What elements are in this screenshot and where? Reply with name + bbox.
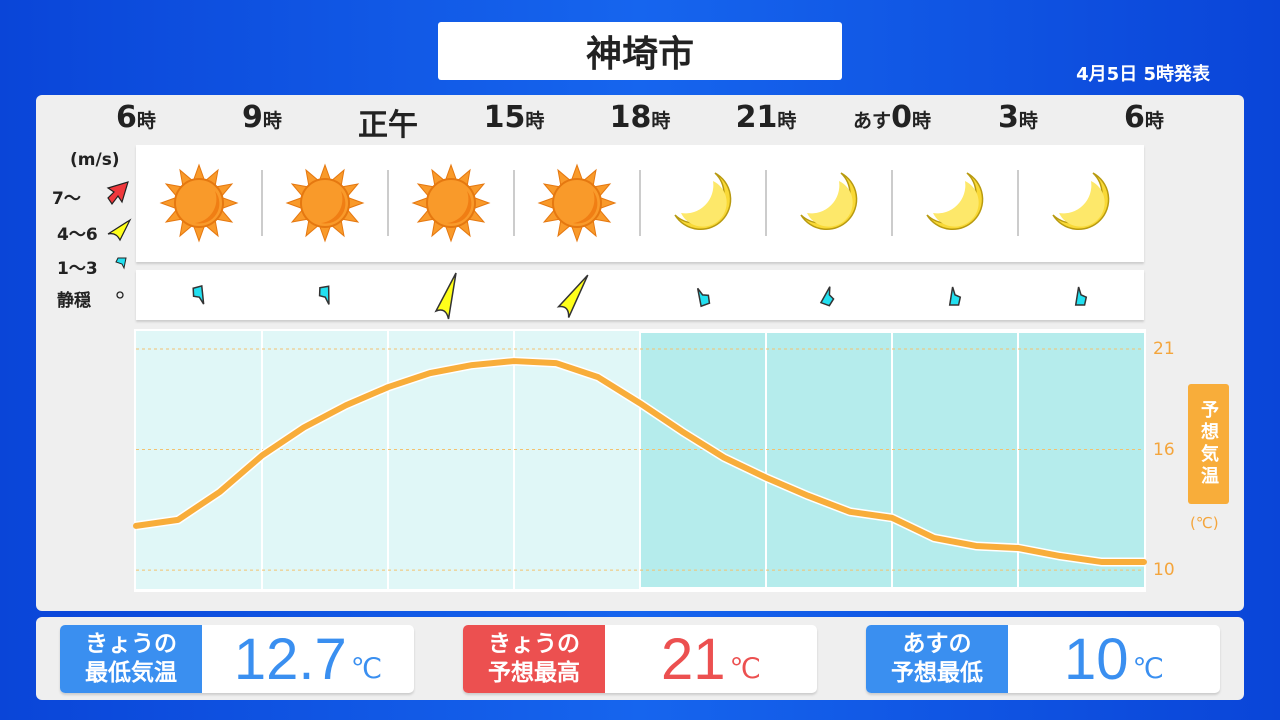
weather-divider <box>1017 170 1019 236</box>
time-suffix: 時 <box>1144 110 1164 132</box>
summary-label-line1: あすの <box>902 631 972 657</box>
time-label: 9時 <box>197 100 327 135</box>
summary-card: あすの 予想最低 10 ℃ <box>866 625 1220 693</box>
wind-arrow-icon <box>691 284 715 312</box>
summary-label-line1: きょうの <box>488 631 580 657</box>
time-label: 21時 <box>701 100 831 135</box>
legend-4-6: 4〜6 <box>57 225 98 245</box>
time-num: 18 <box>609 100 652 135</box>
time-suffix: 時 <box>911 110 931 132</box>
wind-arrow-icon <box>187 284 211 312</box>
legend-calm: 静穏 <box>57 291 91 311</box>
sun-icon <box>159 163 239 247</box>
time-suffix: 時 <box>777 110 797 132</box>
time-label: あす0時 <box>827 100 957 135</box>
light-wind-icon <box>115 257 127 270</box>
weather-divider <box>261 170 263 236</box>
summary-value: 10 <box>1064 626 1129 692</box>
summary-unit: ℃ <box>1132 652 1164 684</box>
summary-value: 12.7 <box>233 626 347 692</box>
time-num: 0 <box>891 100 912 135</box>
moon-icon <box>789 163 869 247</box>
time-label: 3時 <box>953 100 1083 135</box>
time-num: 21 <box>735 100 778 135</box>
summary-card: きょうの 最低気温 12.7 ℃ <box>60 625 414 693</box>
weather-divider <box>765 170 767 236</box>
time-label: 18時 <box>575 100 705 135</box>
strong-wind-icon <box>106 181 129 206</box>
sun-icon <box>537 163 617 247</box>
time-suffix: 時 <box>525 110 545 132</box>
legend-1-3: 1〜3 <box>57 259 98 279</box>
moon-icon <box>915 163 995 247</box>
summary-label-line2: 予想最低 <box>891 660 983 686</box>
time-label: 15時 <box>449 100 579 135</box>
moon-icon <box>663 163 743 247</box>
wind-arrow-icon <box>817 284 841 312</box>
time-num: 9 <box>242 100 263 135</box>
sun-icon <box>411 163 491 247</box>
summary-value-box: 21 ℃ <box>605 625 817 693</box>
wind-row <box>136 270 1144 320</box>
time-label: 6時 <box>1079 100 1209 135</box>
summary-unit: ℃ <box>350 652 383 684</box>
summary-card: きょうの 予想最高 21 ℃ <box>463 625 817 693</box>
moon-icon <box>1041 163 1121 247</box>
time-num: 6 <box>116 100 137 135</box>
time-num: 3 <box>998 100 1019 135</box>
summary-label-line1: きょうの <box>85 631 177 657</box>
summary-value-box: 10 ℃ <box>1008 625 1220 693</box>
y-axis-unit: (℃) <box>1190 514 1219 532</box>
weather-divider <box>891 170 893 236</box>
summary-label: きょうの 最低気温 <box>60 625 202 693</box>
summary-value-box: 12.7 ℃ <box>202 625 414 693</box>
time-suffix: 時 <box>651 110 671 132</box>
summary-label-line2: 予想最高 <box>488 660 580 686</box>
time-num: 正午 <box>358 108 418 143</box>
y-tick-10: 10 <box>1153 560 1175 580</box>
time-label: 正午 <box>323 100 453 144</box>
wind-arrow-icon <box>552 271 602 325</box>
wind-legend-icons <box>106 181 132 299</box>
time-suffix: 時 <box>1018 110 1038 132</box>
time-label: 6時 <box>71 100 201 135</box>
wind-arrow-icon <box>313 284 337 312</box>
sun-icon <box>285 163 365 247</box>
weather-divider <box>387 170 389 236</box>
summary-label-line2: 最低気温 <box>85 660 177 686</box>
wind-arrow-icon <box>426 271 476 325</box>
time-num: 6 <box>1124 100 1145 135</box>
wind-arrow-icon <box>1069 284 1093 312</box>
summary-value: 21 <box>661 626 726 692</box>
y-tick-16: 16 <box>1153 440 1175 460</box>
city-title: 神埼市 <box>438 22 842 80</box>
time-suffix: 時 <box>136 110 156 132</box>
y-axis-label: 予想気温 <box>1188 384 1229 504</box>
weather-divider <box>639 170 641 236</box>
time-num: 15 <box>483 100 526 135</box>
wind-unit-label: (m/s) <box>70 150 120 170</box>
wind-arrow-icon <box>943 284 967 312</box>
summary-unit: ℃ <box>729 652 761 684</box>
y-tick-21: 21 <box>1153 339 1175 359</box>
summary-label: あすの 予想最低 <box>866 625 1008 693</box>
time-suffix: 時 <box>262 110 282 132</box>
summary-label: きょうの 予想最高 <box>463 625 605 693</box>
weather-divider <box>513 170 515 236</box>
time-prefix: あす <box>853 110 892 132</box>
moderate-wind-icon <box>107 218 132 242</box>
legend-7plus: 7〜 <box>52 189 81 209</box>
issued-time: 4月5日 5時発表 <box>1076 64 1210 85</box>
calm-icon <box>116 291 124 299</box>
